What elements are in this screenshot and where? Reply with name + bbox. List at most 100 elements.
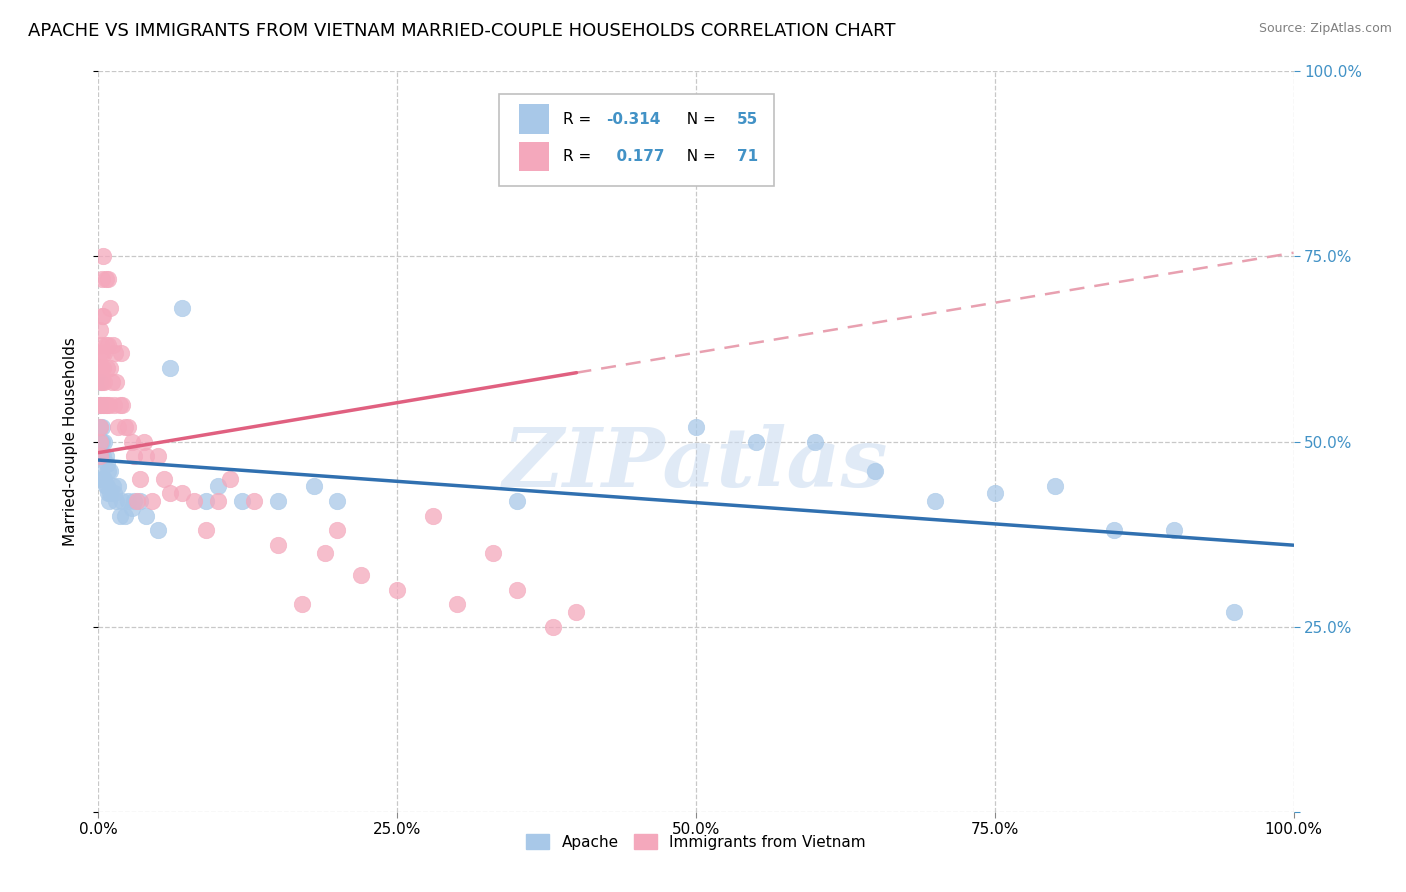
Point (91, 419, 114, 434)
Point (446, 598, 468, 612)
Text: 55: 55 (737, 112, 758, 127)
Point (172, 486, 194, 500)
Point (94, 450, 117, 464)
Point (90, 398, 112, 412)
Point (541, 619, 564, 633)
Point (114, 419, 136, 434)
Point (506, 582, 529, 597)
Point (121, 434, 143, 449)
Point (101, 338, 124, 352)
Point (107, 419, 129, 434)
Point (96, 479, 118, 493)
Point (91, 471, 114, 485)
Point (103, 398, 125, 412)
Point (91, 360, 114, 375)
Point (91, 450, 114, 464)
Point (97, 464, 120, 478)
Point (159, 360, 181, 375)
Point (385, 582, 409, 597)
Point (89, 360, 111, 375)
Point (98, 493, 121, 508)
Point (103, 486, 125, 500)
Point (135, 508, 157, 523)
Bar (519, 104, 548, 134)
Point (89, 450, 111, 464)
Point (159, 486, 181, 500)
Point (96, 360, 118, 375)
Point (745, 434, 768, 449)
Point (97, 486, 120, 500)
Point (291, 598, 314, 612)
Text: 0.177: 0.177 (606, 149, 665, 164)
Point (132, 434, 155, 449)
Point (89, 434, 111, 449)
Point (315, 546, 337, 560)
Point (108, 398, 131, 412)
Point (124, 493, 146, 508)
Point (114, 508, 136, 523)
Point (984, 486, 1007, 500)
Point (506, 493, 529, 508)
Point (98, 398, 121, 412)
Point (267, 493, 290, 508)
Point (96, 457, 118, 471)
Text: R =: R = (564, 149, 596, 164)
Point (129, 471, 152, 485)
Point (172, 301, 194, 316)
Point (105, 376, 128, 390)
Point (93, 434, 115, 449)
Point (422, 508, 444, 523)
Point (90, 376, 112, 390)
Point (107, 479, 129, 493)
Point (90, 450, 112, 464)
Text: -0.314: -0.314 (606, 112, 661, 127)
Point (93, 398, 115, 412)
Point (481, 546, 505, 560)
Point (326, 524, 349, 538)
Point (93, 471, 115, 485)
Point (148, 524, 170, 538)
Point (350, 567, 373, 582)
Point (1223, 605, 1246, 619)
Point (117, 493, 139, 508)
Point (924, 493, 946, 508)
Point (91, 434, 114, 449)
Point (685, 419, 707, 434)
Point (98, 486, 122, 500)
Point (91, 309, 114, 323)
Point (148, 450, 170, 464)
Point (153, 471, 176, 485)
Point (267, 538, 290, 552)
Text: 71: 71 (737, 149, 758, 164)
Point (1104, 524, 1126, 538)
FancyBboxPatch shape (499, 94, 773, 186)
Point (89, 398, 111, 412)
Point (89, 398, 111, 412)
Text: N =: N = (676, 112, 720, 127)
Point (98, 301, 122, 316)
Point (89, 434, 111, 449)
Y-axis label: Married-couple Households: Married-couple Households (63, 337, 77, 546)
Point (865, 464, 887, 478)
Text: ZIPatlas: ZIPatlas (503, 424, 889, 504)
Point (111, 398, 134, 412)
Point (90, 360, 112, 375)
Point (98, 360, 122, 375)
Point (91, 309, 114, 323)
Point (302, 479, 325, 493)
Point (97, 338, 120, 352)
Point (100, 376, 122, 390)
Point (93, 376, 115, 390)
Point (105, 493, 128, 508)
Point (219, 471, 242, 485)
Text: R =: R = (564, 112, 596, 127)
Point (141, 493, 163, 508)
Point (565, 605, 588, 619)
Point (89, 376, 111, 390)
Point (89, 419, 111, 434)
Point (243, 493, 266, 508)
Point (91, 345, 114, 359)
Bar (519, 142, 548, 171)
Point (129, 493, 152, 508)
Point (183, 493, 205, 508)
